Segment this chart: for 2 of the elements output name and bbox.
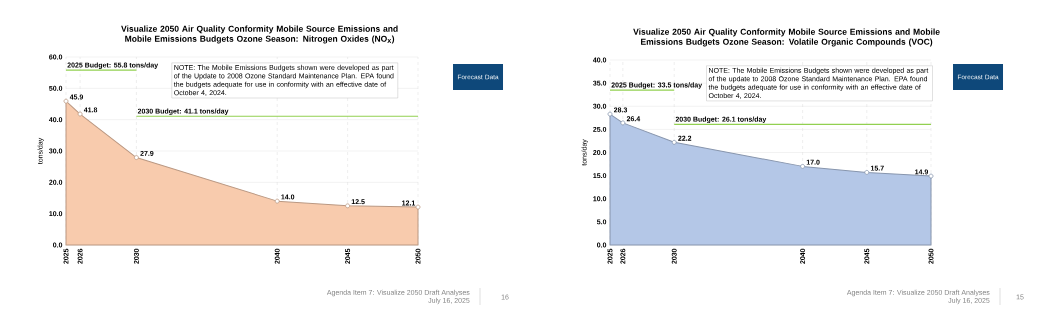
chart-title: Visualize 2050 Air Quality Conformity Mobile Source Emissions and Mobile Emissions Budgets Ozone Season: Nitrogen Oxides (NO$_{X}$) bbox=[121, 25, 398, 44]
chart-title: Visualize 2050 Air Quality Conformity Mobile Source Emissions and Mobile Emissions Budgets Ozone Season: Volatile Organic Compounds (VOC) bbox=[633, 28, 940, 47]
